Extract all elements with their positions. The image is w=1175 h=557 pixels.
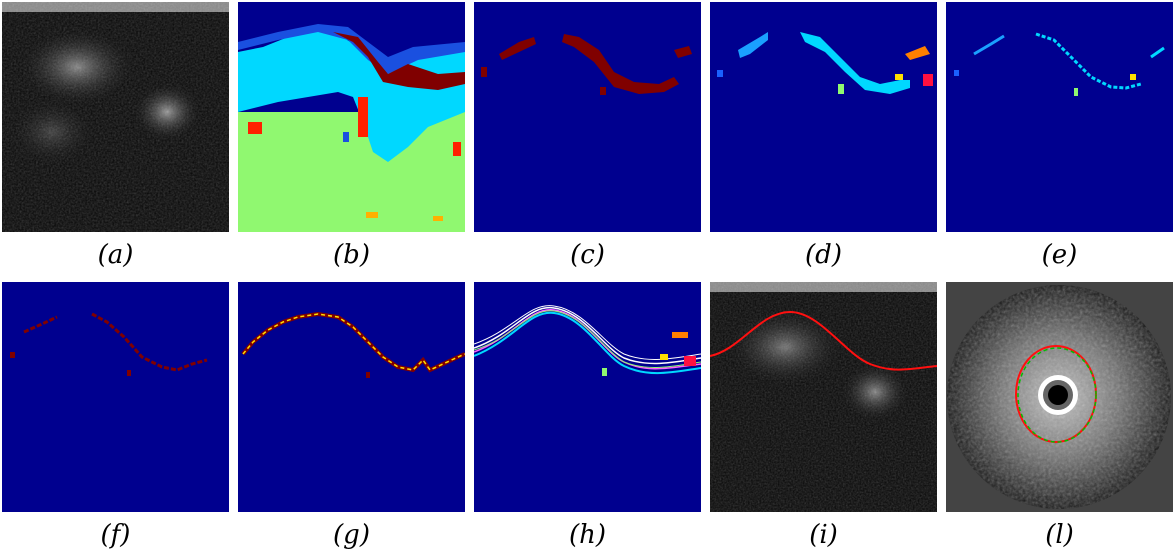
panel-h-fitted-curves — [474, 282, 701, 512]
panel-d-connected-components — [710, 2, 937, 232]
panel-e-thinned-components — [946, 2, 1173, 232]
selected-cluster-c — [474, 2, 701, 232]
ultrasound-image-i — [710, 282, 937, 512]
panel-c-selected-cluster — [474, 2, 701, 232]
caption-g: (g) — [333, 520, 370, 550]
thinned-components-e — [946, 2, 1173, 232]
caption-i: (i) — [809, 520, 838, 550]
panel-a-ultrasound-image — [2, 2, 229, 232]
caption-d: (d) — [805, 240, 842, 270]
ultrasound-image-a — [2, 2, 229, 232]
caption-c: (c) — [570, 240, 605, 270]
panel-i-ultrasound-with-contour — [710, 282, 937, 512]
skeleton-f — [2, 282, 229, 512]
caption-e: (e) — [1041, 240, 1078, 270]
panel-f-skeleton — [2, 282, 229, 512]
caption-l: (l) — [1045, 520, 1074, 550]
caption-a: (a) — [97, 240, 134, 270]
panel-l-polar-ivus-image — [946, 282, 1173, 512]
ivus-polar-image-l — [946, 282, 1173, 512]
fitted-curves-h — [474, 282, 701, 512]
caption-b: (b) — [333, 240, 370, 270]
caption-h: (h) — [568, 520, 607, 550]
traced-contour-g — [238, 282, 465, 512]
panel-b-cluster-map — [238, 2, 465, 232]
connected-components-d — [710, 2, 937, 232]
panel-g-traced-contour — [238, 282, 465, 512]
cluster-map-b — [238, 2, 465, 232]
caption-f: (f) — [100, 520, 131, 550]
